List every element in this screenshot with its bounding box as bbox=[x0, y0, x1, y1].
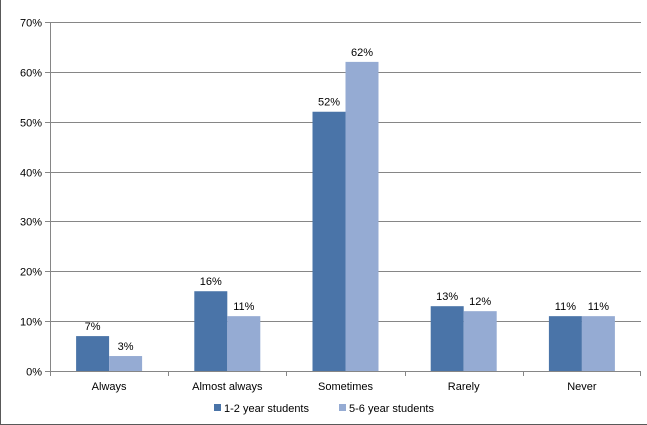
data-label: 7% bbox=[85, 321, 101, 333]
y-tick-label: 40% bbox=[20, 168, 42, 180]
bar-series2 bbox=[109, 356, 143, 371]
axes: 0% 10% 20% 30% 40% 50% 60% 70% Always Almost alwa… bbox=[20, 18, 641, 393]
data-label: 52% bbox=[318, 97, 340, 109]
x-category-label: Always bbox=[92, 381, 127, 393]
data-label: 62% bbox=[351, 47, 373, 59]
x-category-label: Never bbox=[567, 381, 597, 393]
legend-swatch bbox=[339, 404, 346, 411]
legend-swatch bbox=[214, 404, 221, 411]
data-label: 16% bbox=[200, 276, 222, 288]
x-category-label: Sometimes bbox=[318, 381, 374, 393]
data-label: 11% bbox=[555, 301, 576, 313]
data-label: 12% bbox=[469, 296, 491, 308]
x-category-label: Rarely bbox=[448, 381, 480, 393]
y-tick-label: 70% bbox=[20, 18, 42, 30]
legend-label: 5-6 year students bbox=[349, 403, 434, 415]
bar-series2 bbox=[463, 311, 497, 371]
data-label: 13% bbox=[436, 291, 458, 303]
bar-series2 bbox=[345, 61, 379, 372]
data-label: 3% bbox=[118, 341, 134, 353]
data-labels: 7% 3% 16% 11% 52% 62% 13% 12% 11% 11% bbox=[85, 47, 610, 353]
bar-series1 bbox=[194, 291, 228, 371]
y-tick-label: 30% bbox=[20, 217, 42, 229]
y-tick-label: 10% bbox=[20, 317, 42, 329]
bar-series2 bbox=[581, 316, 615, 371]
legend: 1-2 year students 5-6 year students bbox=[214, 403, 434, 415]
legend-label: 1-2 year students bbox=[224, 403, 309, 415]
y-tick-label: 20% bbox=[20, 267, 42, 279]
x-category-label: Almost always bbox=[192, 381, 263, 393]
bar-series1 bbox=[312, 111, 346, 371]
y-tick-label: 50% bbox=[20, 118, 42, 130]
bar-series1 bbox=[430, 306, 464, 371]
bar-series1 bbox=[548, 316, 582, 371]
data-label: 11% bbox=[233, 301, 254, 313]
y-tick-label: 60% bbox=[20, 68, 42, 80]
data-label: 11% bbox=[588, 301, 609, 313]
y-tick-label: 0% bbox=[26, 367, 42, 379]
bar-series1 bbox=[76, 336, 110, 371]
bars bbox=[76, 61, 615, 372]
bar-series2 bbox=[227, 316, 261, 371]
